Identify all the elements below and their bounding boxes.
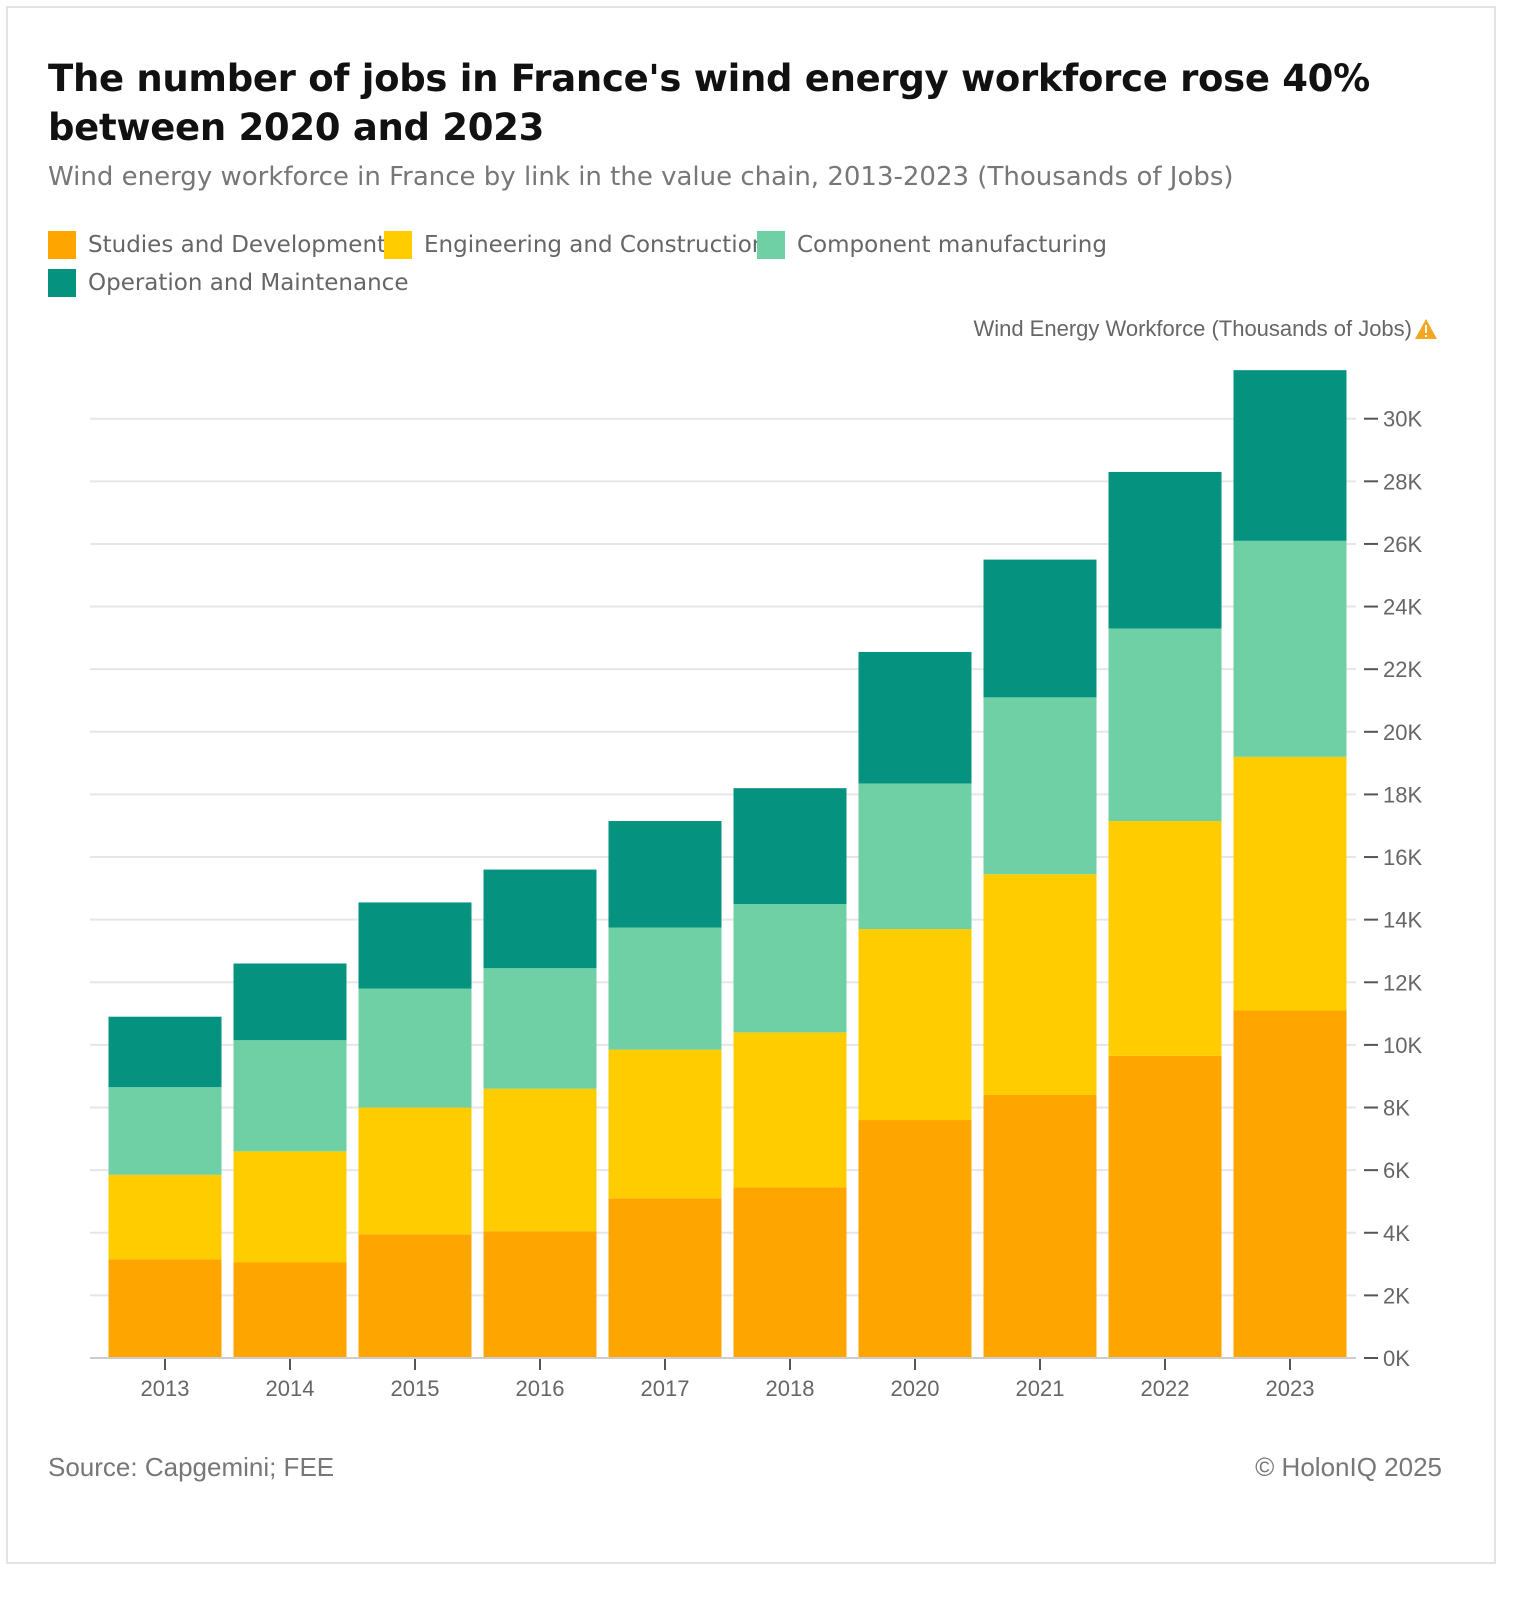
y-tick-label: 30K	[1383, 407, 1422, 432]
bar-2013-series-0	[108, 1259, 222, 1358]
bar-2016-series-1	[483, 1088, 597, 1232]
y-tick-label: 8K	[1383, 1096, 1410, 1121]
bar-2016-series-3	[483, 869, 597, 969]
bar-2017-series-1	[608, 1049, 722, 1199]
bar-2016-series-0	[483, 1231, 597, 1358]
bar-2015-series-1	[358, 1107, 472, 1235]
bar-2018-series-3	[733, 788, 847, 905]
legend-item-components[interactable]: Component manufacturing	[757, 230, 1107, 260]
bar-2018-series-0	[733, 1187, 847, 1358]
y-tick-label: 4K	[1383, 1221, 1410, 1246]
bar-2020-series-2	[858, 783, 972, 930]
y-tick-label: 10K	[1383, 1033, 1422, 1058]
legend-item-engineering[interactable]: Engineering and Construction	[384, 230, 766, 260]
y-tick-label: 22K	[1383, 657, 1422, 682]
y-tick-label: 18K	[1383, 782, 1422, 807]
bar-2014-series-0	[233, 1262, 347, 1358]
bar-2017-series-0	[608, 1198, 722, 1358]
bar-2014-series-1	[233, 1151, 347, 1263]
bar-2018-series-2	[733, 904, 847, 1033]
legend-label-studies: Studies and Development	[88, 232, 387, 258]
y-tick-label: 20K	[1383, 720, 1422, 745]
y-tick-label: 2K	[1383, 1283, 1410, 1308]
legend-label-components: Component manufacturing	[797, 232, 1107, 258]
y-tick-label: 28K	[1383, 469, 1422, 494]
x-tick-label: 2020	[891, 1376, 940, 1401]
bar-2020-series-3	[858, 651, 972, 784]
bar-2023-series-2	[1233, 540, 1347, 757]
y-tick-label: 0K	[1383, 1346, 1410, 1371]
bar-2017-series-3	[608, 821, 722, 928]
bar-2022-series-0	[1108, 1055, 1222, 1358]
legend-label-engineering: Engineering and Construction	[424, 232, 767, 258]
bar-2023-series-0	[1233, 1010, 1347, 1358]
bar-2017-series-2	[608, 927, 722, 1050]
bar-2015-series-2	[358, 988, 472, 1108]
x-tick-label: 2023	[1266, 1376, 1315, 1401]
bar-2018-series-1	[733, 1032, 847, 1188]
chart-title: The number of jobs in France's wind ener…	[48, 57, 1370, 149]
y-axis-title: Wind Energy Workforce (Thousands of Jobs…	[973, 316, 1412, 341]
x-tick-label: 2014	[266, 1376, 315, 1401]
bar-2016-series-2	[483, 968, 597, 1089]
bar-2023-series-3	[1233, 370, 1347, 541]
y-tick-label: 6K	[1383, 1158, 1410, 1183]
legend-swatch-components	[757, 231, 785, 259]
stacked-bar-chart: 0K 2K 4K 6K 8K 10K 12K 14K 16K 18K 20K 22K 24K 26K 28K…	[90, 370, 1422, 1401]
bar-2021-series-0	[983, 1094, 1097, 1358]
legend-item-operation[interactable]: Operation and Maintenance	[48, 268, 408, 298]
bar-2014-series-2	[233, 1040, 347, 1152]
bar-2021-series-3	[983, 559, 1097, 698]
x-tick-label: 2018	[766, 1376, 815, 1401]
y-tick-label: 14K	[1383, 908, 1422, 933]
source-note: Source: Capgemini; FEE	[48, 1452, 335, 1482]
x-tick-label: 2016	[516, 1376, 565, 1401]
bar-2021-series-2	[983, 697, 1097, 875]
y-tick-label: 12K	[1383, 970, 1422, 995]
bar-2015-series-3	[358, 902, 472, 989]
legend-swatch-studies	[48, 231, 76, 259]
legend-swatch-engineering	[384, 231, 412, 259]
bar-2022-series-2	[1108, 628, 1222, 822]
x-tick-label: 2022	[1141, 1376, 1190, 1401]
bar-2023-series-1	[1233, 756, 1347, 1011]
legend-item-studies[interactable]: Studies and Development	[48, 230, 386, 260]
bar-2013-series-1	[108, 1174, 222, 1260]
warning-icon[interactable]	[1414, 318, 1438, 340]
y-tick-label: 16K	[1383, 845, 1422, 870]
x-tick-label: 2017	[641, 1376, 690, 1401]
bar-2020-series-1	[858, 929, 972, 1121]
bar-2013-series-3	[108, 1016, 222, 1088]
bar-2021-series-1	[983, 874, 1097, 1095]
legend-swatch-operation	[48, 269, 76, 297]
bar-2022-series-1	[1108, 821, 1222, 1056]
y-tick-label: 26K	[1383, 532, 1422, 557]
x-tick-label: 2015	[391, 1376, 440, 1401]
x-tick-label: 2021	[1016, 1376, 1065, 1401]
x-tick-label: 2013	[141, 1376, 190, 1401]
legend-label-operation: Operation and Maintenance	[88, 270, 409, 296]
y-tick-label: 24K	[1383, 595, 1422, 620]
bar-2013-series-2	[108, 1087, 222, 1175]
chart-subtitle: Wind energy workforce in France by link …	[48, 162, 1234, 192]
bar-2020-series-0	[858, 1120, 972, 1358]
bar-2022-series-3	[1108, 471, 1222, 629]
copyright-note: © HolonIQ 2025	[1255, 1452, 1442, 1482]
bar-2015-series-0	[358, 1234, 472, 1358]
bar-2014-series-3	[233, 963, 347, 1041]
